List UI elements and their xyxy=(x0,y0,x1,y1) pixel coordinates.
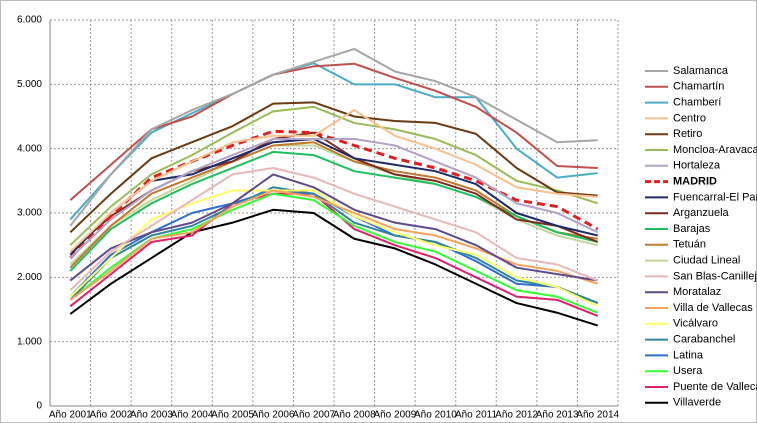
x-tick-label: Año 2003 xyxy=(130,410,173,421)
legend-label: Chamberí xyxy=(673,97,721,109)
series-line xyxy=(69,101,598,234)
x-tick-label: Año 2008 xyxy=(333,410,376,421)
x-tick-label: Año 2001 xyxy=(49,410,92,421)
legend-label: Chamartín xyxy=(673,81,724,93)
y-tick-label: 5.000 xyxy=(17,79,42,90)
legend-label: Ciudad Lineal xyxy=(673,255,740,267)
series-line xyxy=(69,138,599,259)
legend-label: Arganzuela xyxy=(673,207,730,219)
series-line xyxy=(69,138,598,256)
legend-label: MADRID xyxy=(673,176,717,188)
legend-label: Vicálvaro xyxy=(673,318,718,330)
series-line xyxy=(69,186,599,304)
series-line xyxy=(69,109,598,253)
series-line xyxy=(69,166,599,291)
legend-label: Usera xyxy=(673,365,703,377)
x-tick-label: Año 2002 xyxy=(89,410,132,421)
series-line xyxy=(69,173,598,282)
legend-label: Centro xyxy=(673,112,706,124)
legend-label: Villa de Vallecas xyxy=(673,302,753,314)
y-tick-label: 6.000 xyxy=(17,15,42,26)
legend-label: Moncloa-Aravaca xyxy=(673,144,757,156)
legend-label: Barajas xyxy=(673,223,711,235)
legend-label: Moratalaz xyxy=(673,286,721,298)
legend-label: Retiro xyxy=(673,128,702,140)
y-tick-label: 3.000 xyxy=(17,208,42,219)
legend-label: Puente de Vallecas xyxy=(673,381,757,393)
series-line xyxy=(69,47,598,227)
legend-label: Carabanchel xyxy=(673,334,735,346)
x-tick-label: Año 2010 xyxy=(414,410,457,421)
series-line xyxy=(69,208,599,327)
x-tick-label: Año 2013 xyxy=(536,410,579,421)
x-tick-label: Año 2009 xyxy=(373,410,416,421)
y-tick-label: 1.000 xyxy=(17,336,42,347)
series-line xyxy=(69,105,599,246)
x-tick-label: Año 2004 xyxy=(171,410,214,421)
x-tick-label: Año 2012 xyxy=(495,410,538,421)
x-tick-label: Año 2007 xyxy=(292,410,335,421)
y-tick-label: 4.000 xyxy=(17,143,42,154)
legend-label: Hortaleza xyxy=(673,160,721,172)
legend-label: Latina xyxy=(673,349,704,361)
y-tick-label: 2.000 xyxy=(17,272,42,283)
series-line xyxy=(69,62,598,221)
x-tick-label: Año 2014 xyxy=(576,410,619,421)
x-tick-label: Año 2005 xyxy=(211,410,254,421)
legend-label: Tetuán xyxy=(673,239,706,251)
y-tick-label: 0 xyxy=(36,401,42,412)
series-line xyxy=(69,189,599,308)
series-line xyxy=(69,150,598,272)
series-line xyxy=(69,192,599,317)
legend-label: Villaverde xyxy=(673,397,721,409)
legend: Salamanca Chamartín Chamberí Centro Retiro Mo… xyxy=(645,65,757,409)
x-tick-label: Año 2006 xyxy=(252,410,295,421)
legend-label: Fuencarral-El Pard xyxy=(673,191,757,203)
x-tick-label: Año 2011 xyxy=(455,410,498,421)
legend-label: Salamanca xyxy=(673,65,729,77)
series-line xyxy=(69,189,599,301)
legend-label: San Blas-Canillejas xyxy=(673,270,757,282)
